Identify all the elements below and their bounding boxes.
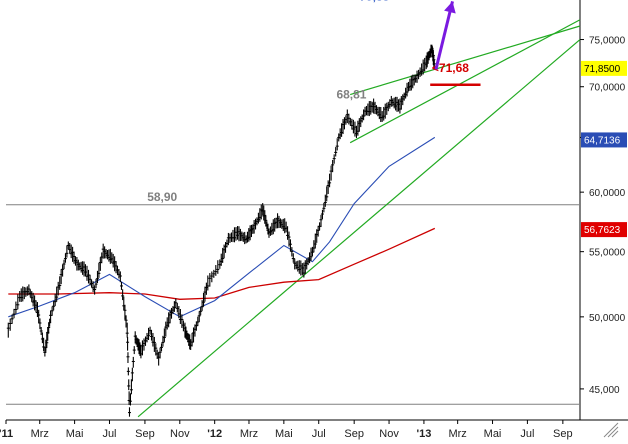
y-tick-label: 50,0000 [589,313,626,324]
x-tick-label: Mrz [31,428,49,440]
x-tick-label: Jul [312,428,326,440]
x-tick-label: Sep [553,428,573,440]
annotation-label: 79,85 [359,0,389,4]
x-tick-label: Sep [344,428,364,440]
y-tick-label: 70,0000 [589,83,626,94]
x-tick-label: Mai [66,428,84,440]
x-tick-label: '12 [207,428,222,440]
trendline [137,39,581,418]
x-tick-label: Mai [275,428,293,440]
y-tick-label: 55,0000 [589,248,626,259]
horizontal-level-label: 58,90 [147,190,177,204]
x-tick-label: '13 [416,428,431,440]
resize-grip-icon [603,422,619,438]
x-tick-label: Nov [379,428,399,440]
x-tick-label: Mrz [240,428,258,440]
x-tick-label: Jul [520,428,534,440]
y-tick-label: 45,000 [589,385,620,396]
value-badge-label: 71,8500 [584,64,621,75]
y-tick-label: 60,0000 [589,188,626,199]
resize-grip-icon [607,426,619,438]
x-tick-label: Sep [135,428,155,440]
resize-grip-icon [611,430,619,438]
x-tick-label: Mai [484,428,502,440]
value-badge [581,60,627,76]
trendline [349,25,581,96]
annotation-label: <71,68 [432,61,469,75]
x-tick-label: Nov [170,428,190,440]
value-badge [581,132,627,148]
value-badge-label: 64,7136 [584,135,621,146]
price-series [6,44,436,417]
value-badge-label: 56,7623 [584,225,621,236]
value-badge [581,222,627,238]
trendline [349,19,581,144]
y-tick-label: 75,0000 [589,36,626,47]
x-tick-label: Mrz [448,428,466,440]
moving-average-red [8,227,436,300]
annotation-label: 68,81 [336,88,366,102]
x-tick-label: '11 [0,428,13,440]
target-arrow-shaft [434,1,454,70]
target-arrow-head [444,1,456,14]
x-tick-label: Jul [102,428,116,440]
moving-average-blue [8,136,436,318]
